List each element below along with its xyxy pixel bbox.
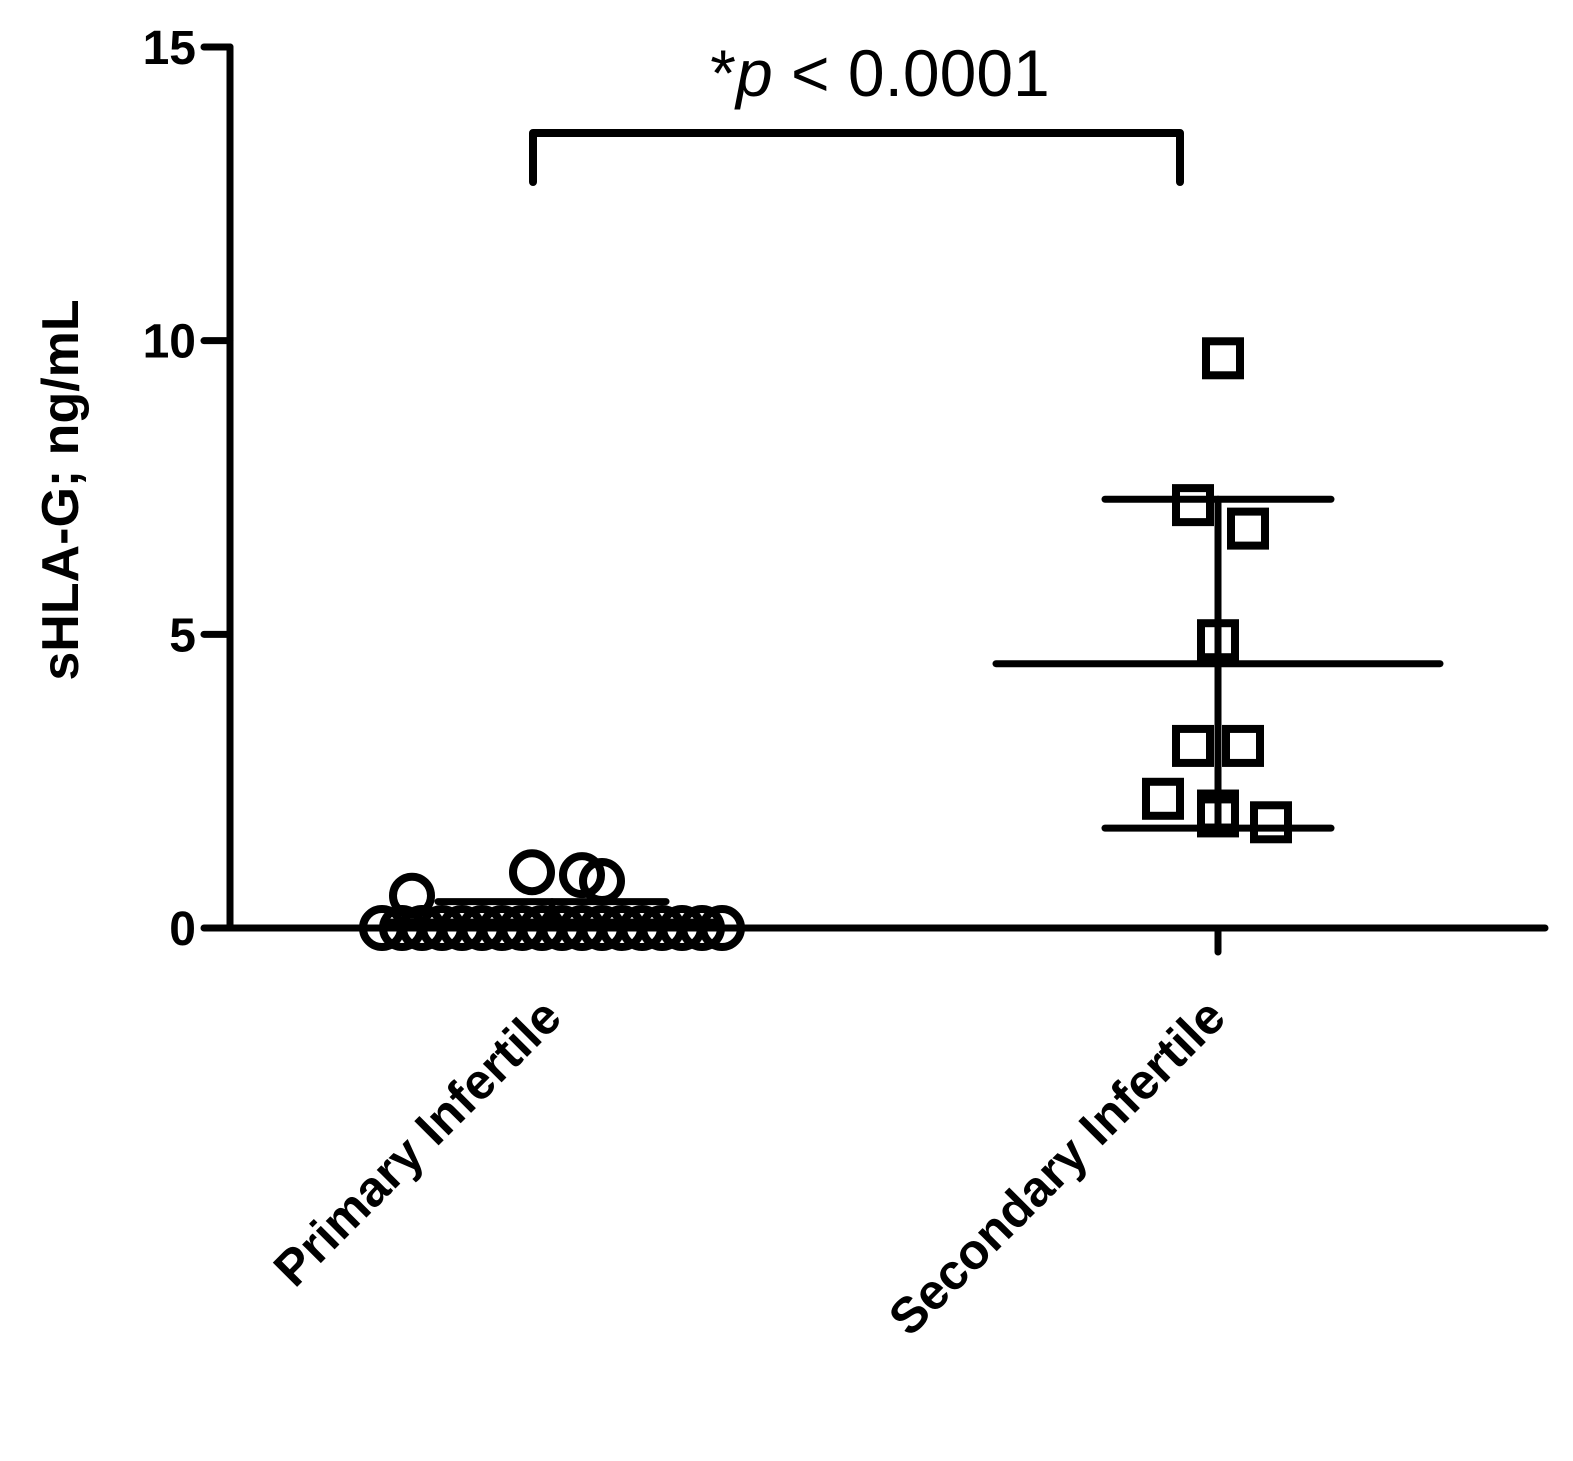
data-point-circle: [509, 849, 555, 896]
data-point-square: [1197, 789, 1239, 832]
data-point-square: [1197, 619, 1239, 662]
significance-bracket: *p < 0.0001: [529, 36, 1184, 186]
y-tick-label: 15: [143, 22, 196, 75]
significance-p: p: [734, 36, 773, 110]
significance-prefix: *: [710, 36, 736, 110]
data-point-circle: [679, 905, 725, 951]
data-point-circle: [559, 852, 605, 899]
category-label: Primary Infertile: [263, 988, 572, 1297]
data-point-circle: [579, 858, 625, 905]
data-points: [359, 337, 1292, 951]
data-point-square: [1172, 484, 1214, 527]
data-point-circle: [699, 905, 745, 951]
y-axis-label: sHLA-G; ng/mL: [32, 299, 90, 680]
y-tick-label: 5: [169, 609, 196, 662]
data-point-square: [1250, 801, 1292, 844]
significance-label: *p < 0.0001: [710, 36, 1050, 110]
category-labels: Primary Infertile Secondary Infertile: [263, 988, 1236, 1346]
data-point-square: [1227, 507, 1269, 550]
significance-bracket-line: [529, 129, 1184, 186]
data-point-square: [1202, 337, 1244, 380]
y-ticks: 0 5 10 15: [143, 22, 234, 956]
y-tick-label: 0: [169, 903, 196, 956]
axes: [226, 43, 1549, 956]
category-label: Secondary Infertile: [878, 988, 1236, 1346]
data-point-square: [1222, 724, 1264, 767]
data-point-square: [1172, 724, 1214, 767]
data-point-square: [1142, 777, 1184, 820]
y-tick-label: 10: [143, 316, 196, 369]
significance-suffix: < 0.0001: [773, 36, 1050, 110]
